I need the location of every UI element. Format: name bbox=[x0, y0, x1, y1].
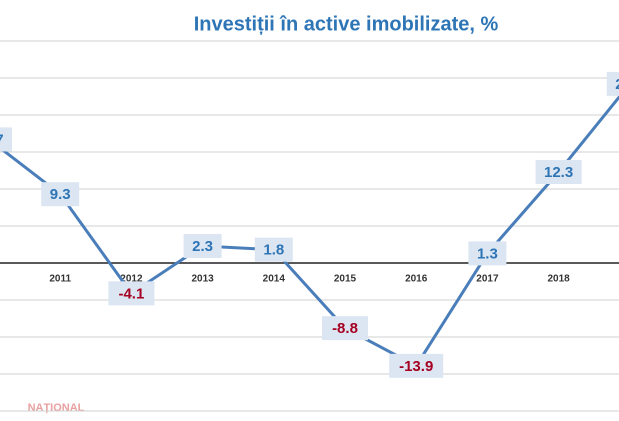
chart-title: Investiții în active imobilizate, % bbox=[194, 13, 499, 35]
data-label: 12.3 bbox=[544, 164, 573, 181]
data-label-box bbox=[468, 241, 507, 266]
data-label: -4.1 bbox=[118, 285, 144, 302]
data-label-box bbox=[108, 281, 155, 306]
data-label: -13.9 bbox=[399, 358, 433, 375]
data-label-box bbox=[183, 233, 222, 258]
data-label: 1.3 bbox=[477, 245, 498, 262]
watermark: NAȚIONAL bbox=[28, 402, 85, 414]
x-tick-label: 2018 bbox=[547, 274, 570, 285]
data-label-box bbox=[535, 159, 582, 184]
x-tick-label: 2011 bbox=[49, 274, 71, 285]
data-label-box bbox=[322, 316, 368, 341]
x-tick-label: 2015 bbox=[334, 274, 357, 285]
x-tick-label: 2014 bbox=[263, 274, 286, 285]
x-tick-label: 2013 bbox=[191, 274, 214, 285]
data-label: -8.8 bbox=[332, 320, 358, 337]
data-label: 16.7 bbox=[0, 131, 4, 148]
x-tick-label: 2016 bbox=[405, 274, 428, 285]
data-label-box bbox=[41, 182, 80, 207]
data-label-box bbox=[254, 237, 293, 262]
data-label-box bbox=[0, 127, 12, 152]
x-tick-label: 2012 bbox=[120, 274, 143, 285]
data-label: 1.8 bbox=[263, 242, 284, 259]
data-label: 9.3 bbox=[50, 186, 71, 203]
data-label: 2.3 bbox=[192, 238, 213, 255]
data-label-box bbox=[606, 71, 619, 96]
data-label-box bbox=[389, 353, 444, 378]
data-label: 24.2 bbox=[615, 76, 619, 93]
line bbox=[0, 94, 619, 368]
x-tick-label: 2017 bbox=[476, 274, 499, 285]
